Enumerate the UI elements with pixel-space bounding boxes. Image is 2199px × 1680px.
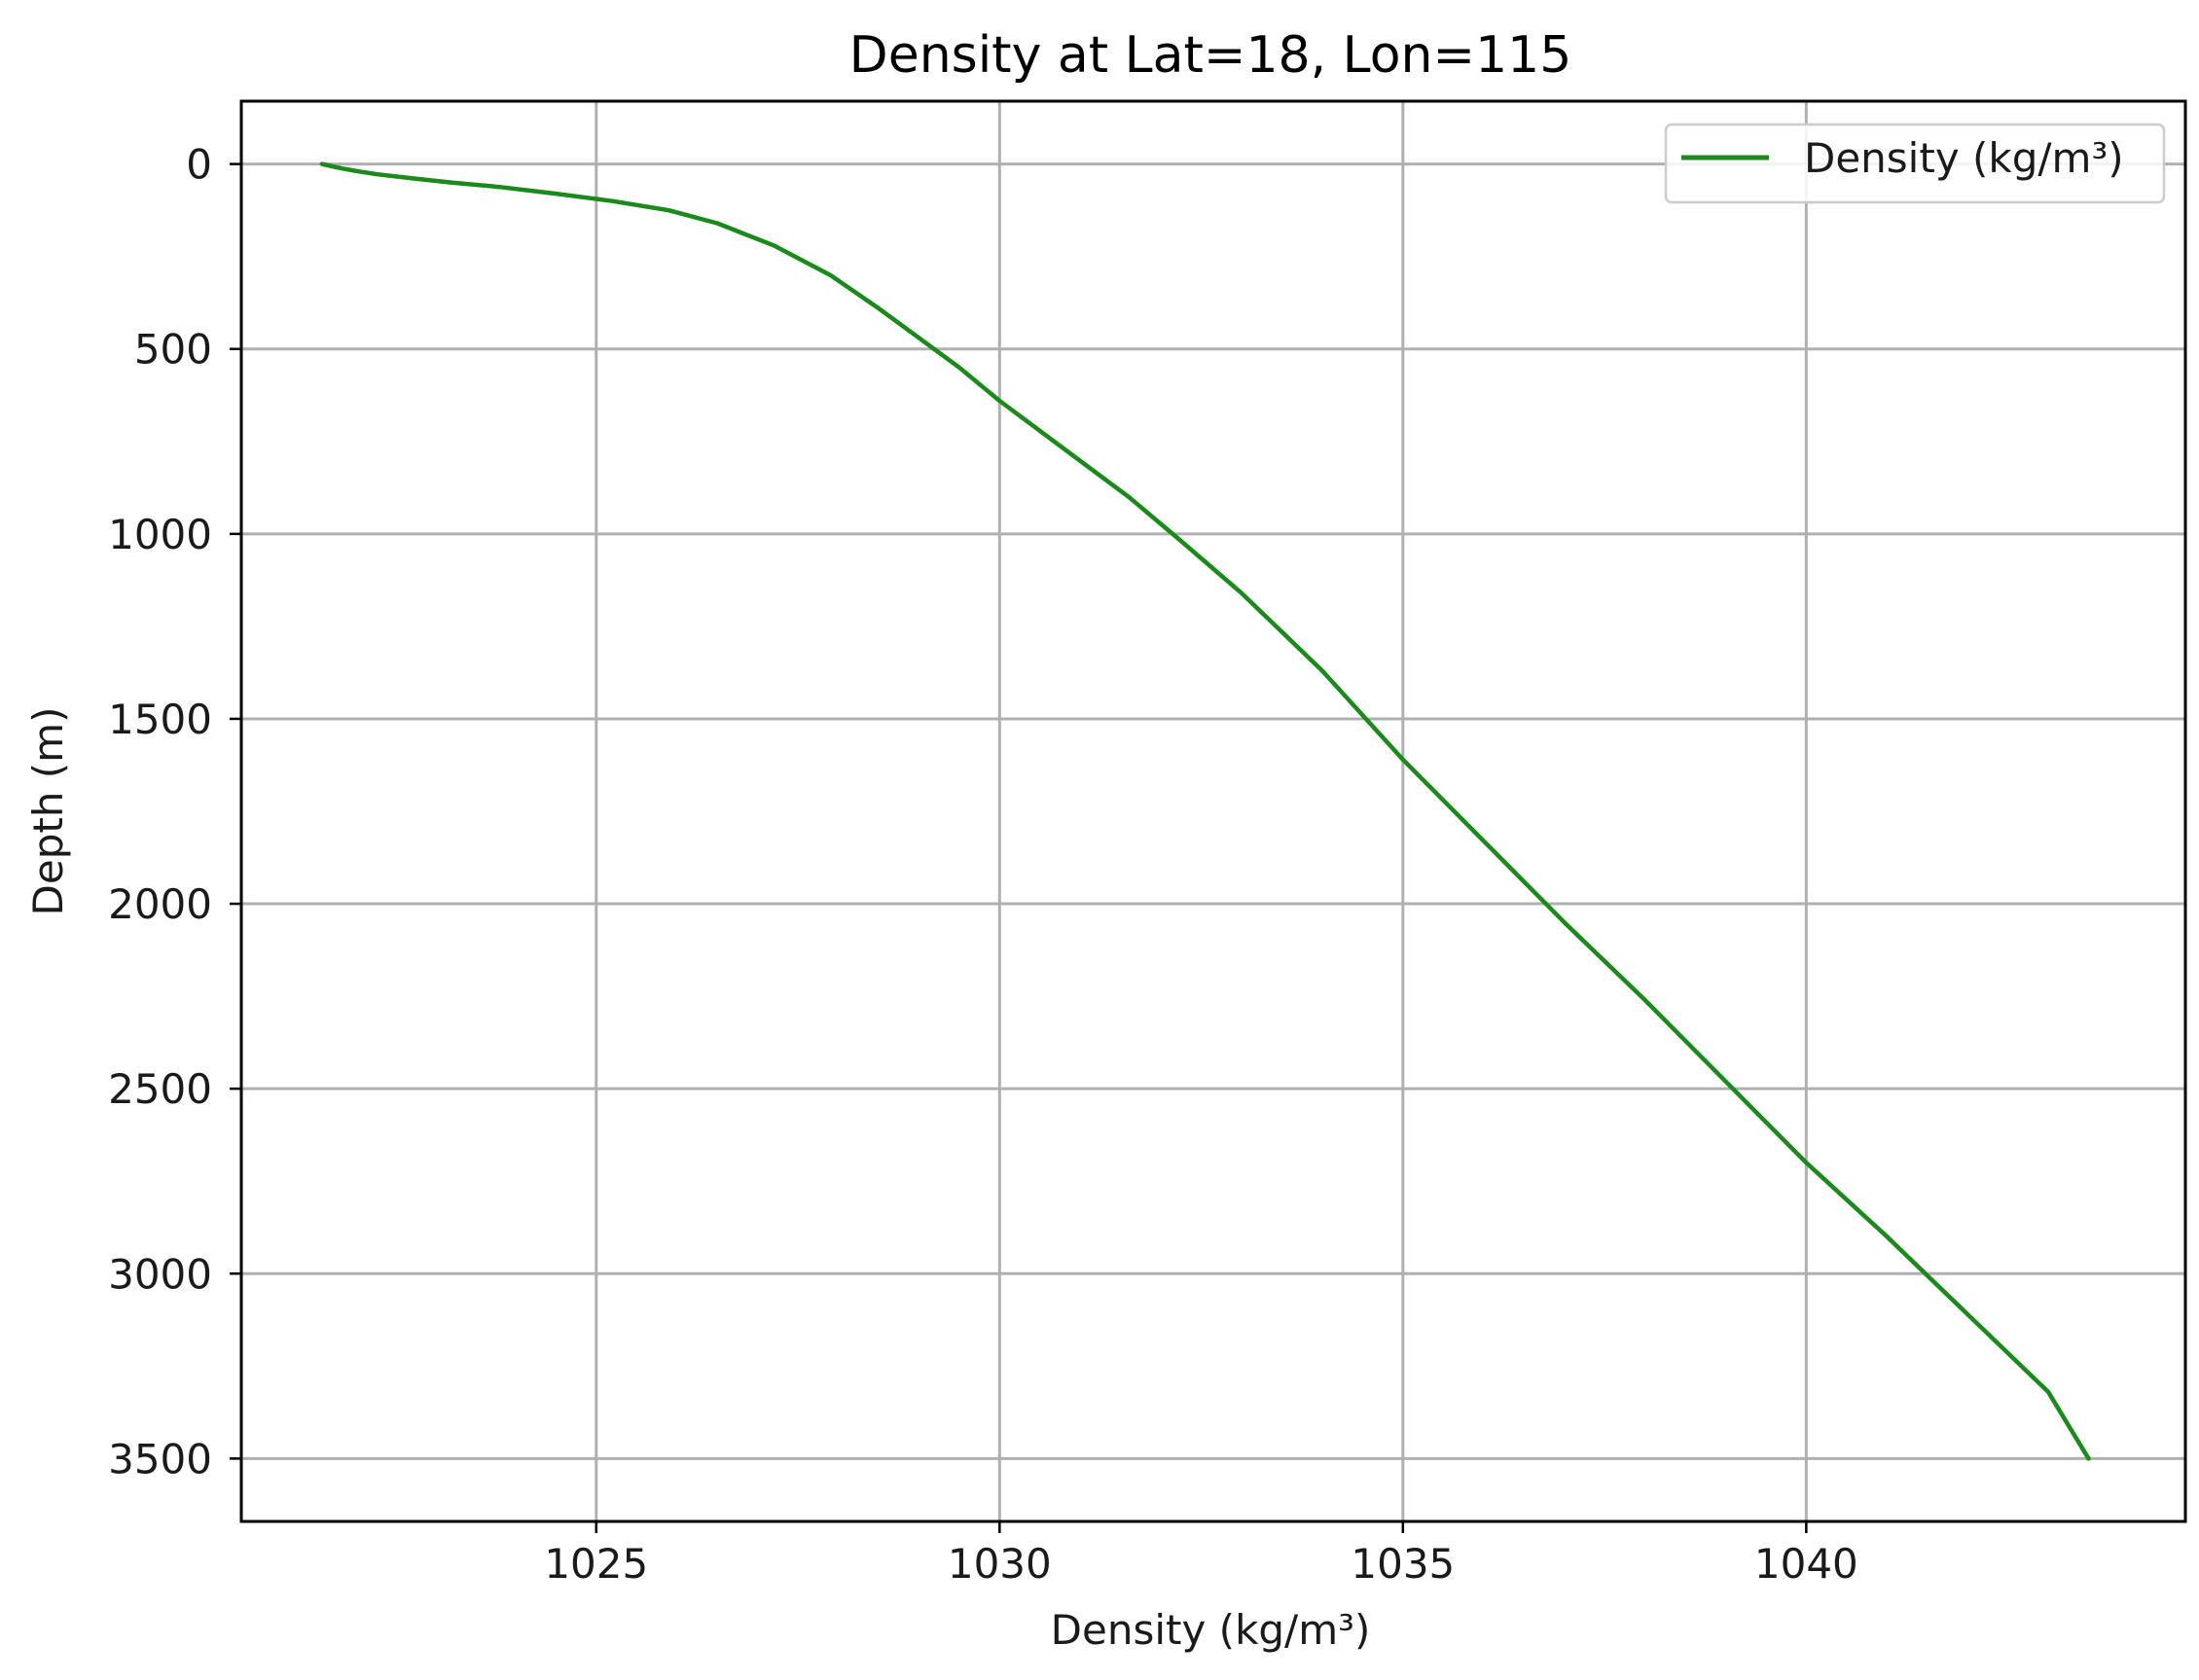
y-tick-label: 1500 [108, 696, 212, 743]
x-tick-label: 1040 [1754, 1540, 1858, 1588]
x-tick-label: 1030 [948, 1540, 1052, 1588]
tick-layer: 1025 1030 1035 1040 0 500 1000 1500 2000 2500 3000… [108, 141, 1858, 1588]
legend-box [1664, 123, 2166, 204]
y-tick-label: 3500 [108, 1435, 212, 1483]
y-tick-label: 2500 [108, 1065, 212, 1113]
y-axis-label: Depth (m) [24, 707, 72, 916]
y-tick-label: 0 [186, 141, 212, 189]
x-tick-label: 1035 [1351, 1540, 1455, 1588]
grid-layer [241, 101, 2185, 1521]
legend-label: Density (kg/m³) [1804, 134, 2124, 182]
y-tick-label: 1000 [108, 511, 212, 558]
x-tick-label: 1025 [544, 1540, 648, 1588]
x-axis-label: Density (kg/m³) [1051, 1606, 1371, 1654]
series-layer [319, 161, 2091, 1461]
chart-title: Density at Lat=18, Lon=115 [849, 26, 1572, 85]
y-tick-label: 2000 [108, 880, 212, 928]
y-tick-label: 500 [134, 326, 212, 374]
legend: Density (kg/m³) [1664, 123, 2166, 204]
plot-frame [239, 99, 2187, 1523]
y-tick-label: 3000 [108, 1250, 212, 1298]
density-series-line [319, 161, 2091, 1461]
